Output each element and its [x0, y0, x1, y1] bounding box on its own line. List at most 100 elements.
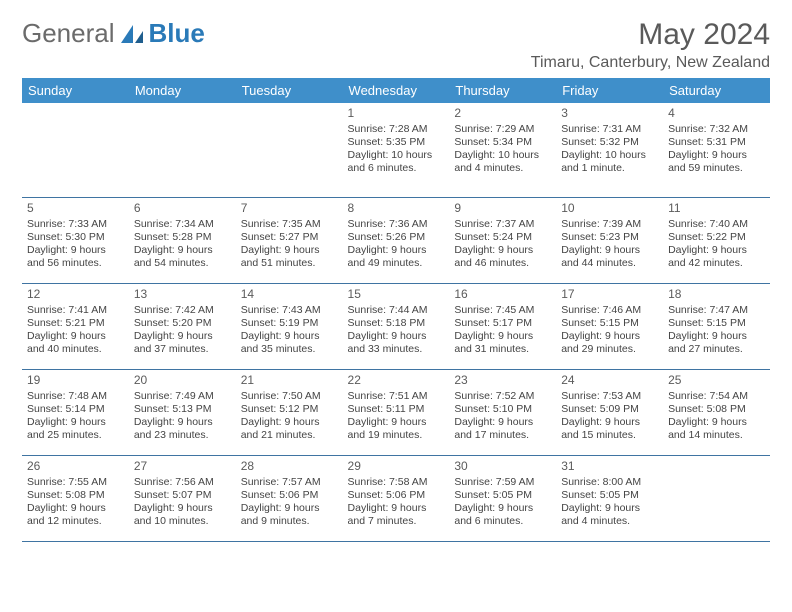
day-number: 14	[241, 287, 338, 302]
day-number: 12	[27, 287, 124, 302]
daylight-text: and 10 minutes.	[134, 515, 231, 528]
daylight-text: and 17 minutes.	[454, 429, 551, 442]
sunset-text: Sunset: 5:17 PM	[454, 317, 551, 330]
daylight-text: Daylight: 9 hours	[454, 330, 551, 343]
day-header: Sunday	[22, 78, 129, 103]
calendar-week: 12 Sunrise: 7:41 AMSunset: 5:21 PM Dayligh…	[22, 283, 770, 369]
sunrise-text: Sunrise: 7:29 AM	[454, 123, 551, 136]
daylight-text: and 6 minutes.	[454, 515, 551, 528]
calendar-cell: 7Sunrise: 7:35 AMSunset: 5:27 PMDaylight…	[236, 197, 343, 283]
sunset-text: Sunset: 5:15 PM	[561, 317, 658, 330]
calendar-cell: 22 Sunrise: 7:51 AMSunset: 5:11 PMDayligh…	[343, 369, 450, 455]
sunrise-text: Sunrise: 7:43 AM	[241, 304, 338, 317]
sunset-text: Sunset: 5:35 PM	[348, 136, 445, 149]
sunset-text: Sunset: 5:31 PM	[668, 136, 765, 149]
day-number: 24	[561, 373, 658, 388]
sunset-text: Sunset: 5:10 PM	[454, 403, 551, 416]
daylight-text: and 29 minutes.	[561, 343, 658, 356]
sunrise-text: Sunrise: 7:37 AM	[454, 218, 551, 231]
calendar-cell: 17 Sunrise: 7:46 AMSunset: 5:15 PMDayligh…	[556, 283, 663, 369]
sunrise-text: Sunrise: 7:39 AM	[561, 218, 658, 231]
day-header: Thursday	[449, 78, 556, 103]
calendar-cell: 16Sunrise: 7:45 AMSunset: 5:17 PMDayligh…	[449, 283, 556, 369]
day-header: Friday	[556, 78, 663, 103]
header: General Blue May 2024 Timaru, Canterbury…	[22, 18, 770, 72]
calendar-cell: 11Sunrise: 7:40 AMSunset: 5:22 PMDayligh…	[663, 197, 770, 283]
daylight-text: and 37 minutes.	[134, 343, 231, 356]
calendar-cell: 12Sunrise: 7:41 AMSunset: 5:21 PMDayligh…	[22, 283, 129, 369]
daylight-text: Daylight: 9 hours	[27, 244, 124, 257]
sunset-text: Sunset: 5:19 PM	[241, 317, 338, 330]
day-header-row: Sunday Monday Tuesday Wednesday Thursday…	[22, 78, 770, 103]
sunrise-text: Sunrise: 7:33 AM	[27, 218, 124, 231]
sunset-text: Sunset: 5:12 PM	[241, 403, 338, 416]
calendar-week: 19Sunrise: 7:48 AMSunset: 5:14 PMDayligh…	[22, 369, 770, 455]
sunrise-text: Sunrise: 7:58 AM	[348, 476, 445, 489]
calendar-cell: 14Sunrise: 7:43 AMSunset: 5:19 PMDayligh…	[236, 283, 343, 369]
sunrise-text: Sunrise: 7:32 AM	[668, 123, 765, 136]
sunrise-text: Sunrise: 7:55 AM	[27, 476, 124, 489]
daylight-text: and 35 minutes.	[241, 343, 338, 356]
day-number: 20	[134, 373, 231, 388]
day-number: 31	[561, 459, 658, 474]
location: Timaru, Canterbury, New Zealand	[531, 54, 770, 72]
daylight-text: Daylight: 9 hours	[668, 149, 765, 162]
day-number: 18	[668, 287, 765, 302]
calendar-cell: 21Sunrise: 7:50 AMSunset: 5:12 PMDayligh…	[236, 369, 343, 455]
calendar-cell: 24Sunrise: 7:53 AMSunset: 5:09 PMDayligh…	[556, 369, 663, 455]
day-number: 10	[561, 201, 658, 216]
calendar-cell	[22, 103, 129, 197]
day-number: 3	[561, 106, 658, 121]
daylight-text: and 1 minute.	[561, 162, 658, 175]
daylight-text: and 59 minutes.	[668, 162, 765, 175]
sunset-text: Sunset: 5:21 PM	[27, 317, 124, 330]
sunset-text: Sunset: 5:18 PM	[348, 317, 445, 330]
calendar-cell: 1Sunrise: 7:28 AMSunset: 5:35 PMDaylight…	[343, 103, 450, 197]
daylight-text: Daylight: 9 hours	[561, 244, 658, 257]
sunrise-text: Sunrise: 7:46 AM	[561, 304, 658, 317]
daylight-text: Daylight: 9 hours	[241, 502, 338, 515]
sunrise-text: Sunrise: 7:57 AM	[241, 476, 338, 489]
daylight-text: and 19 minutes.	[348, 429, 445, 442]
brand-part1: General	[22, 18, 115, 49]
daylight-text: Daylight: 9 hours	[348, 502, 445, 515]
day-number: 13	[134, 287, 231, 302]
calendar-cell: 30Sunrise: 7:59 AMSunset: 5:05 PMDayligh…	[449, 455, 556, 541]
daylight-text: Daylight: 9 hours	[668, 330, 765, 343]
sunrise-text: Sunrise: 7:41 AM	[27, 304, 124, 317]
calendar-body: 1Sunrise: 7:28 AMSunset: 5:35 PMDaylight…	[22, 103, 770, 541]
daylight-text: and 31 minutes.	[454, 343, 551, 356]
calendar-cell: 29Sunrise: 7:58 AMSunset: 5:06 PMDayligh…	[343, 455, 450, 541]
sunrise-text: Sunrise: 7:31 AM	[561, 123, 658, 136]
sunset-text: Sunset: 5:32 PM	[561, 136, 658, 149]
calendar-cell: 8Sunrise: 7:36 AMSunset: 5:26 PMDaylight…	[343, 197, 450, 283]
sunset-text: Sunset: 5:08 PM	[27, 489, 124, 502]
daylight-text: Daylight: 9 hours	[348, 416, 445, 429]
calendar-cell: 26Sunrise: 7:55 AMSunset: 5:08 PMDayligh…	[22, 455, 129, 541]
brand-logo: General Blue	[22, 18, 205, 49]
daylight-text: Daylight: 9 hours	[134, 416, 231, 429]
day-number: 22	[348, 373, 445, 388]
calendar-cell: 13Sunrise: 7:42 AMSunset: 5:20 PMDayligh…	[129, 283, 236, 369]
sunrise-text: Sunrise: 7:51 AM	[348, 390, 445, 403]
daylight-text: and 44 minutes.	[561, 257, 658, 270]
day-header: Monday	[129, 78, 236, 103]
sunrise-text: Sunrise: 7:59 AM	[454, 476, 551, 489]
sunset-text: Sunset: 5:07 PM	[134, 489, 231, 502]
daylight-text: and 54 minutes.	[134, 257, 231, 270]
calendar-cell	[663, 455, 770, 541]
calendar-cell: 23Sunrise: 7:52 AMSunset: 5:10 PMDayligh…	[449, 369, 556, 455]
daylight-text: and 23 minutes.	[134, 429, 231, 442]
daylight-text: and 40 minutes.	[27, 343, 124, 356]
day-number: 17	[561, 287, 658, 302]
sunset-text: Sunset: 5:09 PM	[561, 403, 658, 416]
sunset-text: Sunset: 5:06 PM	[348, 489, 445, 502]
sunrise-text: Sunrise: 7:36 AM	[348, 218, 445, 231]
sunrise-text: Sunrise: 7:40 AM	[668, 218, 765, 231]
calendar-cell	[236, 103, 343, 197]
sunset-text: Sunset: 5:14 PM	[27, 403, 124, 416]
daylight-text: Daylight: 9 hours	[561, 330, 658, 343]
sunset-text: Sunset: 5:11 PM	[348, 403, 445, 416]
sunrise-text: Sunrise: 7:34 AM	[134, 218, 231, 231]
day-number: 5	[27, 201, 124, 216]
